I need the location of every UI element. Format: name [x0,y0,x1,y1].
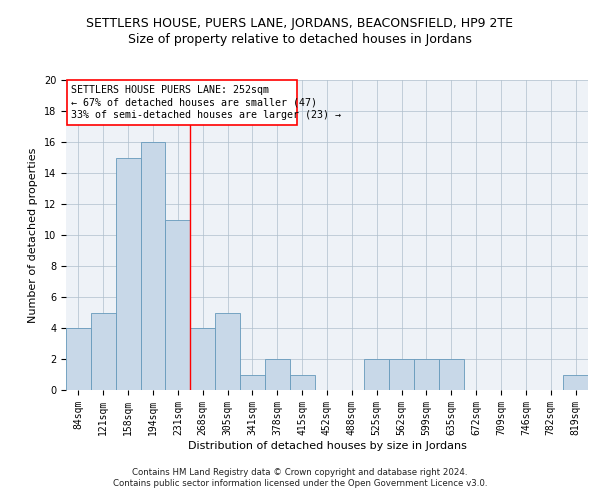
Bar [563,374,588,390]
Bar [66,328,91,390]
Text: Contains HM Land Registry data © Crown copyright and database right 2024.
Contai: Contains HM Land Registry data © Crown c… [113,468,487,487]
Bar [91,312,116,390]
Bar [215,312,240,390]
Bar [389,359,414,390]
Bar [414,359,439,390]
Bar [166,220,190,390]
Text: SETTLERS HOUSE, PUERS LANE, JORDANS, BEACONSFIELD, HP9 2TE: SETTLERS HOUSE, PUERS LANE, JORDANS, BEA… [86,18,514,30]
Text: ← 67% of detached houses are smaller (47): ← 67% of detached houses are smaller (47… [71,98,317,108]
Bar [439,359,464,390]
Text: 33% of semi-detached houses are larger (23) →: 33% of semi-detached houses are larger (… [71,110,341,120]
Bar [265,359,290,390]
Bar [290,374,314,390]
Bar [190,328,215,390]
Text: SETTLERS HOUSE PUERS LANE: 252sqm: SETTLERS HOUSE PUERS LANE: 252sqm [71,86,269,96]
Bar [364,359,389,390]
Y-axis label: Number of detached properties: Number of detached properties [28,148,38,322]
Bar [67,80,297,125]
Bar [140,142,166,390]
Bar [240,374,265,390]
Bar [116,158,140,390]
X-axis label: Distribution of detached houses by size in Jordans: Distribution of detached houses by size … [188,440,466,450]
Text: Size of property relative to detached houses in Jordans: Size of property relative to detached ho… [128,32,472,46]
